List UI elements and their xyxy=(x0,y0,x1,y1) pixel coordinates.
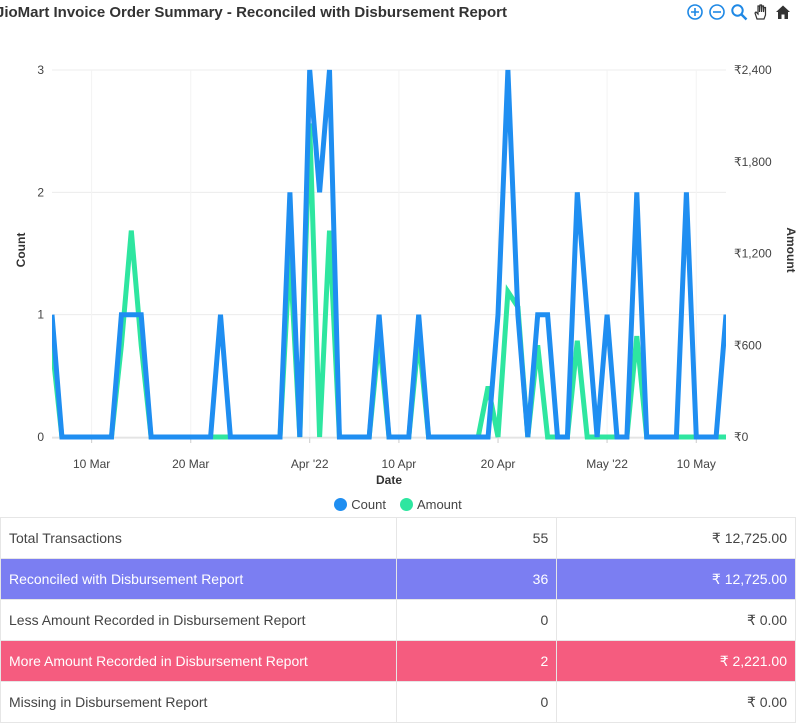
series-line-count xyxy=(52,69,726,440)
legend-amount-marker xyxy=(399,498,413,511)
y-axis-left-title: Count xyxy=(14,233,28,268)
summary-count-cell: 55 xyxy=(396,517,558,559)
x-tick-label: May '22 xyxy=(586,457,628,471)
chart-series xyxy=(52,69,726,440)
summary-label-cell: Missing in Disbursement Report xyxy=(0,681,398,723)
chart-toolbar xyxy=(686,3,792,21)
y-right-tick-label: ₹600 xyxy=(734,338,762,352)
legend-count-label: Count xyxy=(351,497,386,512)
summary-count-cell: 0 xyxy=(396,599,558,641)
x-tick-label: 10 Mar xyxy=(73,457,110,471)
pan-hand-icon[interactable] xyxy=(752,3,770,21)
chart-legend: Count Amount xyxy=(0,497,796,512)
x-tick-label: 20 Apr xyxy=(481,457,516,471)
series-line-amount xyxy=(52,123,726,440)
x-axis: 10 Mar 20 Mar Apr '22 10 Apr 20 Apr May '22 10… xyxy=(52,437,726,471)
y-right-tick-label: ₹1,200 xyxy=(734,247,772,261)
summary-row[interactable]: Less Amount Recorded in Disbursement Rep… xyxy=(0,599,796,641)
x-tick-label: 20 Mar xyxy=(172,457,209,471)
summary-count-cell: 0 xyxy=(396,681,558,723)
summary-amount-cell: ₹ 0.00 xyxy=(556,681,796,723)
y-right-tick-label: ₹2,400 xyxy=(734,63,772,77)
summary-table: Total Transactions 55 ₹ 12,725.00 Reconcile… xyxy=(0,517,796,723)
legend-amount-label: Amount xyxy=(416,497,462,512)
summary-row[interactable]: More Amount Recorded in Disbursement Rep… xyxy=(0,640,796,682)
summary-label-cell: More Amount Recorded in Disbursement Rep… xyxy=(0,640,398,682)
y-right-tick-label: ₹1,800 xyxy=(734,155,772,169)
summary-count-cell: 36 xyxy=(396,558,558,600)
y-right-tick-label: ₹0 xyxy=(734,430,749,444)
magnify-icon[interactable] xyxy=(730,3,748,21)
zoom-in-icon[interactable] xyxy=(686,3,704,21)
y-axis-right-title: Amount xyxy=(784,227,796,272)
legend-count-marker xyxy=(334,498,348,511)
y-left-tick-label: 0 xyxy=(37,430,44,444)
summary-amount-cell: ₹ 0.00 xyxy=(556,599,796,641)
chart-grid xyxy=(52,69,726,438)
y-left-tick-label: 3 xyxy=(37,63,44,77)
summary-row[interactable]: Missing in Disbursement Report 0 ₹ 0.00 xyxy=(0,681,796,723)
zoom-out-icon[interactable] xyxy=(708,3,726,21)
summary-amount-cell: ₹ 12,725.00 xyxy=(556,558,796,600)
summary-amount-cell: ₹ 2,221.00 xyxy=(556,640,796,682)
chart-title: JioMart Invoice Order Summary - Reconcil… xyxy=(0,4,507,21)
summary-amount-cell: ₹ 12,725.00 xyxy=(556,517,796,559)
y-left-tick-label: 2 xyxy=(37,185,44,199)
y-axis-right: ₹0 ₹600 ₹1,200 ₹1,800 ₹2,400 xyxy=(734,63,772,444)
summary-label-cell: Less Amount Recorded in Disbursement Rep… xyxy=(0,599,398,641)
home-icon[interactable] xyxy=(774,3,792,21)
x-tick-label: Apr '22 xyxy=(291,457,329,471)
x-axis-title: Date xyxy=(376,473,402,487)
legend-item-count[interactable]: Count xyxy=(334,497,386,512)
line-chart: 0 1 2 3 ₹0 ₹600 ₹1,200 ₹1,800 ₹2,400 10 Mar 20 M… xyxy=(14,63,796,487)
x-tick-label: 10 Apr xyxy=(382,457,417,471)
summary-count-cell: 2 xyxy=(396,640,558,682)
summary-row[interactable]: Total Transactions 55 ₹ 12,725.00 xyxy=(0,517,796,559)
summary-label-cell: Total Transactions xyxy=(0,517,398,559)
summary-row[interactable]: Reconciled with Disbursement Report 36 ₹ 1… xyxy=(0,558,796,600)
x-tick-label: 10 May xyxy=(677,457,716,471)
y-axis-left: 0 1 2 3 xyxy=(37,63,44,444)
legend-item-amount[interactable]: Amount xyxy=(399,497,462,512)
summary-label-cell: Reconciled with Disbursement Report xyxy=(0,558,398,600)
y-left-tick-label: 1 xyxy=(37,308,44,322)
